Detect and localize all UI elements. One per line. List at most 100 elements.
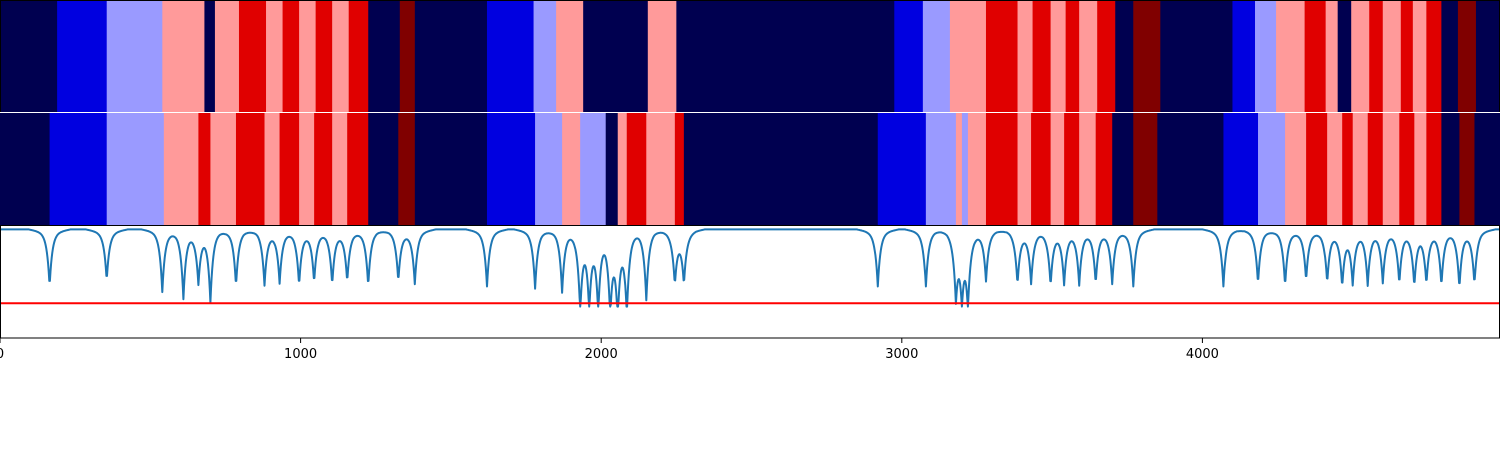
- heatmap-cell-row2-26: [877, 113, 927, 225]
- heatmap-cell-row2-28: [955, 113, 963, 225]
- heatmap-cell-row2-18: [562, 113, 581, 225]
- heatmap-cell-row2-2: [106, 113, 165, 225]
- heatmap-row-bottom: [0, 113, 1500, 225]
- heatmap-cell-row1-1: [57, 0, 108, 112]
- heatmap-cell-row2-39: [1133, 113, 1158, 225]
- heatmap-cell-row1-20: [647, 0, 677, 112]
- heatmap-cell-row2-10: [314, 113, 333, 225]
- heatmap-cell-row1-23: [922, 0, 951, 112]
- heatmap-cell-row2-3: [163, 113, 199, 225]
- heatmap-cell-row2-54: [1459, 113, 1475, 225]
- heatmap-cell-row1-3: [162, 0, 205, 112]
- heatmap-cell-row2-37: [1095, 113, 1113, 225]
- heatmap-cell-row1-4: [204, 0, 216, 112]
- heatmap-cell-row1-40: [1337, 0, 1352, 112]
- heatmap-cell-row2-0: [0, 113, 50, 225]
- heatmap-cell-row2-36: [1079, 113, 1097, 225]
- heatmap-cell-row2-42: [1258, 113, 1286, 225]
- heatmap-cell-row2-44: [1306, 113, 1328, 225]
- heatmap-cell-row2-20: [605, 113, 619, 225]
- heatmap-cell-row2-14: [398, 113, 416, 225]
- heatmap-cell-row1-22: [894, 0, 924, 112]
- heatmap-cell-row1-29: [1065, 0, 1080, 112]
- heatmap-cell-row1-21: [676, 0, 895, 112]
- heatmap-cell-row1-10: [315, 0, 333, 112]
- heatmap-cell-row2-35: [1064, 113, 1080, 225]
- heatmap-cell-row1-34: [1160, 0, 1233, 112]
- heatmap-cell-row2-48: [1367, 113, 1384, 225]
- heatmap-cell-row2-6: [235, 113, 265, 225]
- heatmap-cell-row2-33: [1031, 113, 1051, 225]
- heatmap-cell-row1-14: [399, 0, 416, 112]
- heatmap-cell-row1-49: [1475, 0, 1500, 112]
- heatmap-cell-row2-40: [1157, 113, 1224, 225]
- heatmap-cell-row2-52: [1426, 113, 1442, 225]
- heatmap-cell-row2-19: [580, 113, 607, 225]
- heatmap-cell-row2-50: [1399, 113, 1415, 225]
- heatmap-cell-row2-51: [1414, 113, 1427, 225]
- heatmap-cell-row1-7: [266, 0, 283, 112]
- heatmap-cell-row2-12: [347, 113, 369, 225]
- heatmap-cell-row1-43: [1382, 0, 1402, 112]
- heatmap-cell-row2-27: [925, 113, 957, 225]
- heatmap-cell-row2-8: [279, 113, 300, 225]
- signal-line: [0, 228, 1500, 308]
- heatmap-cell-row1-31: [1097, 0, 1116, 112]
- heatmap-cell-row1-46: [1426, 0, 1442, 112]
- heatmap-cell-row2-38: [1112, 113, 1134, 225]
- heatmap-cell-row1-45: [1412, 0, 1427, 112]
- heatmap-cell-row1-39: [1325, 0, 1339, 112]
- heatmap-cell-row1-47: [1441, 0, 1459, 112]
- heatmap-cell-row1-32: [1115, 0, 1134, 112]
- x-tick-label-1: 1000: [284, 347, 317, 362]
- x-tick-label-0: 0: [0, 347, 4, 362]
- heatmap-cell-row1-33: [1133, 0, 1161, 112]
- heatmap-cell-row2-55: [1474, 113, 1500, 225]
- heatmap-cell-row2-21: [617, 113, 628, 225]
- x-tick-label-4: 4000: [1186, 347, 1219, 362]
- heatmap-cell-row1-19: [583, 0, 649, 112]
- heatmap-cell-row2-5: [210, 113, 237, 225]
- heatmap-cell-row1-44: [1400, 0, 1414, 112]
- heatmap-cell-row2-32: [1017, 113, 1032, 225]
- heatmap-row-top: [0, 0, 1500, 112]
- heatmap-cell-row2-1: [49, 113, 108, 225]
- heatmap-cell-row2-29: [961, 113, 969, 225]
- heatmap-cell-row2-7: [264, 113, 280, 225]
- heatmap-cell-row1-9: [299, 0, 317, 112]
- x-tick-label-3: 3000: [885, 347, 918, 362]
- heatmap-cell-row2-49: [1382, 113, 1400, 225]
- heatmap-cell-row1-2: [106, 0, 163, 112]
- heatmap-cell-row1-42: [1369, 0, 1384, 112]
- heatmap-cell-row1-18: [556, 0, 584, 112]
- heatmap-cell-row1-12: [348, 0, 369, 112]
- heatmap-cell-row2-13: [368, 113, 399, 225]
- heatmap-cell-row1-5: [214, 0, 240, 112]
- heatmap-cell-row2-41: [1223, 113, 1259, 225]
- heatmap-cell-row2-30: [967, 113, 987, 225]
- heatmap-cell-row2-22: [626, 113, 647, 225]
- heatmap-cell-row2-46: [1342, 113, 1354, 225]
- heatmap-cell-row2-25: [683, 113, 879, 225]
- heatmap-cell-row1-27: [1032, 0, 1052, 112]
- heatmap-cell-row1-26: [1017, 0, 1033, 112]
- heatmap-cell-row2-17: [535, 113, 563, 225]
- x-axis: 0 1000 2000 3000 4000: [0, 338, 1219, 362]
- heatmap-cell-row1-17: [533, 0, 557, 112]
- heatmap-cell-row1-8: [282, 0, 300, 112]
- heatmap-cell-row1-28: [1050, 0, 1067, 112]
- heatmap-cell-row1-48: [1457, 0, 1477, 112]
- heatmap-cell-row1-37: [1276, 0, 1306, 112]
- line-panel-background: [0, 226, 1500, 338]
- heatmap-cell-row2-53: [1441, 113, 1460, 225]
- x-tick-label-2: 2000: [585, 347, 618, 362]
- heatmap-cell-row1-0: [0, 0, 58, 112]
- heatmap-cell-row1-25: [985, 0, 1018, 112]
- heatmap-cell-row2-47: [1352, 113, 1369, 225]
- heatmap-cell-row1-6: [238, 0, 267, 112]
- heatmap-cell-row2-15: [414, 113, 488, 225]
- heatmap-cell-row2-31: [985, 113, 1018, 225]
- signal-line-panel: [0, 226, 1500, 338]
- heatmap-cell-row1-36: [1255, 0, 1277, 112]
